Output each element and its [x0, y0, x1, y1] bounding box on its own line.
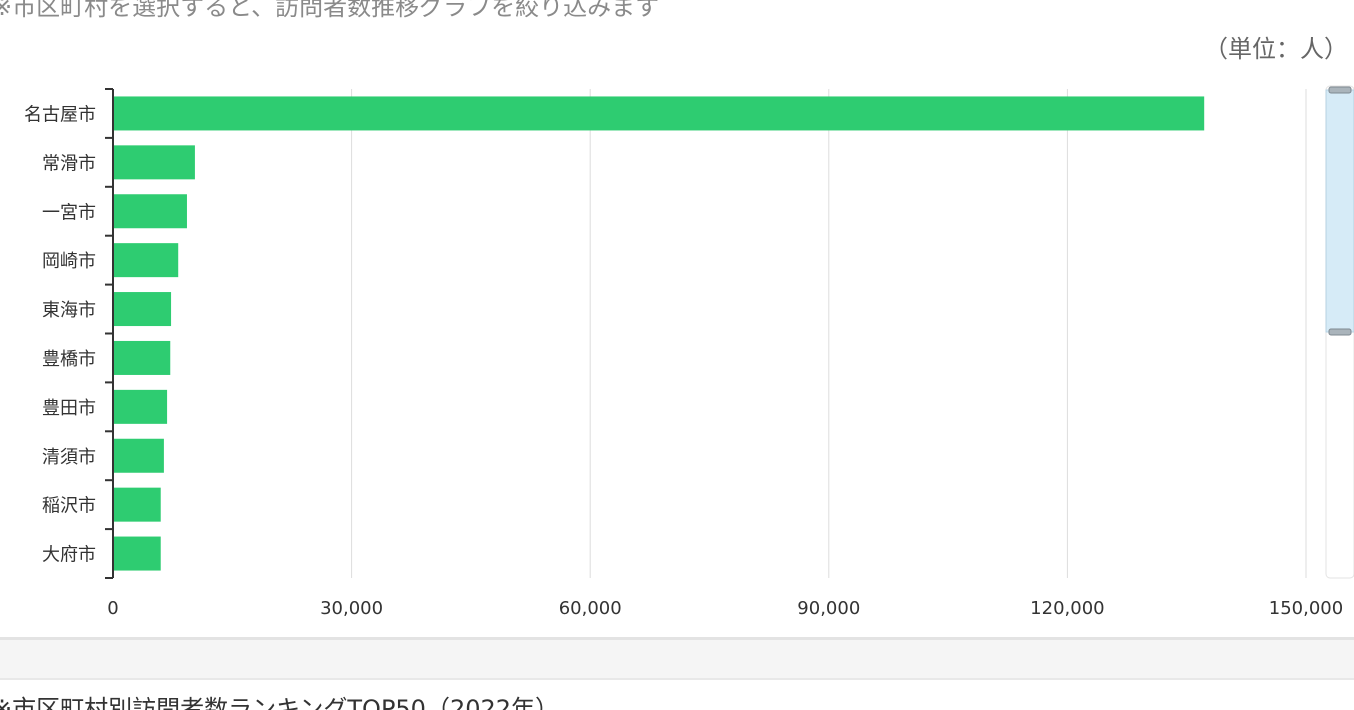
x-tick-label: 60,000: [559, 598, 622, 619]
bar[interactable]: [113, 145, 195, 180]
category-label: 一宮市: [42, 202, 96, 223]
x-tick-label: 30,000: [320, 598, 383, 619]
bar[interactable]: [113, 536, 161, 571]
scrollbar-handle-top[interactable]: [1328, 86, 1352, 94]
ranking-section-title: ※市区町村別訪問者数ランキングTOP50（2022年）: [0, 695, 560, 710]
category-label: 豊田市: [42, 398, 96, 419]
chart-instruction: ※市区町村を選択すると、訪問者数推移グラフを絞り込みます: [0, 0, 660, 21]
x-tick-label: 120,000: [1030, 598, 1104, 619]
category-label: 岡崎市: [42, 251, 96, 272]
bar[interactable]: [113, 194, 187, 229]
bar[interactable]: [113, 96, 1205, 131]
x-tick-label: 150,000: [1269, 598, 1343, 619]
category-label: 東海市: [42, 300, 96, 321]
bar[interactable]: [113, 438, 164, 473]
bar[interactable]: [113, 292, 172, 327]
category-label: 常滑市: [42, 153, 96, 174]
category-label: 豊橋市: [42, 349, 96, 370]
category-label: 大府市: [42, 545, 96, 566]
unit-label: （単位：人）: [1204, 35, 1348, 63]
bars[interactable]: [113, 96, 1205, 571]
bar[interactable]: [113, 243, 179, 278]
chart-bottom-divider: [0, 637, 1354, 680]
category-label: 名古屋市: [24, 104, 96, 125]
category-label: 稲沢市: [42, 496, 96, 517]
scrollbar-window[interactable]: [1325, 89, 1354, 333]
bar[interactable]: [113, 389, 168, 424]
x-tick-labels: 0 30,000 60,000 90,000 120,000 150,000: [107, 598, 1343, 619]
scrollbar-handle-bottom[interactable]: [1328, 328, 1352, 336]
x-tick-label: 90,000: [797, 598, 860, 619]
bar[interactable]: [113, 340, 171, 375]
grid-lines: [351, 89, 1307, 578]
vertical-scrollbar[interactable]: [1325, 85, 1354, 579]
x-tick-label: 0: [107, 598, 118, 619]
category-label: 清須市: [42, 447, 96, 468]
bar[interactable]: [113, 487, 161, 522]
